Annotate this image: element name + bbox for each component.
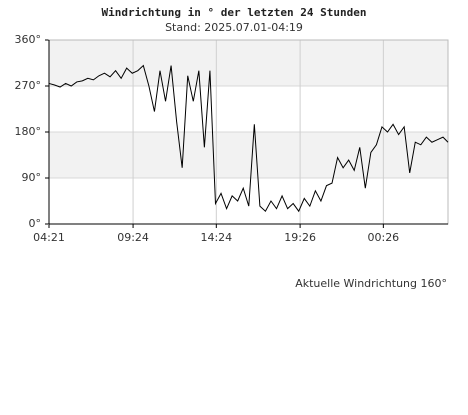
- x-tick-label: 19:26: [284, 231, 316, 244]
- x-tick-label: 04:21: [33, 231, 65, 244]
- y-tick-label: 270°: [15, 79, 42, 92]
- x-tick-label: 00:26: [367, 231, 399, 244]
- band: [49, 40, 448, 86]
- x-tick-label: 09:24: [117, 231, 149, 244]
- chart-subtitle: Stand: 2025.07.01-04:19: [165, 21, 303, 34]
- data-line: [48, 64, 449, 213]
- y-tick-label: 90°: [22, 171, 42, 184]
- y-tick-label: 0°: [29, 217, 42, 230]
- chart-title: Windrichtung in ° der letzten 24 Stunden: [102, 6, 367, 19]
- x-tick-label: 14:24: [200, 231, 232, 244]
- annotation: Aktuelle Windrichtung 160°: [295, 277, 447, 290]
- band: [49, 132, 448, 178]
- y-tick-label: 180°: [15, 125, 42, 138]
- y-tick-label: 360°: [15, 33, 42, 46]
